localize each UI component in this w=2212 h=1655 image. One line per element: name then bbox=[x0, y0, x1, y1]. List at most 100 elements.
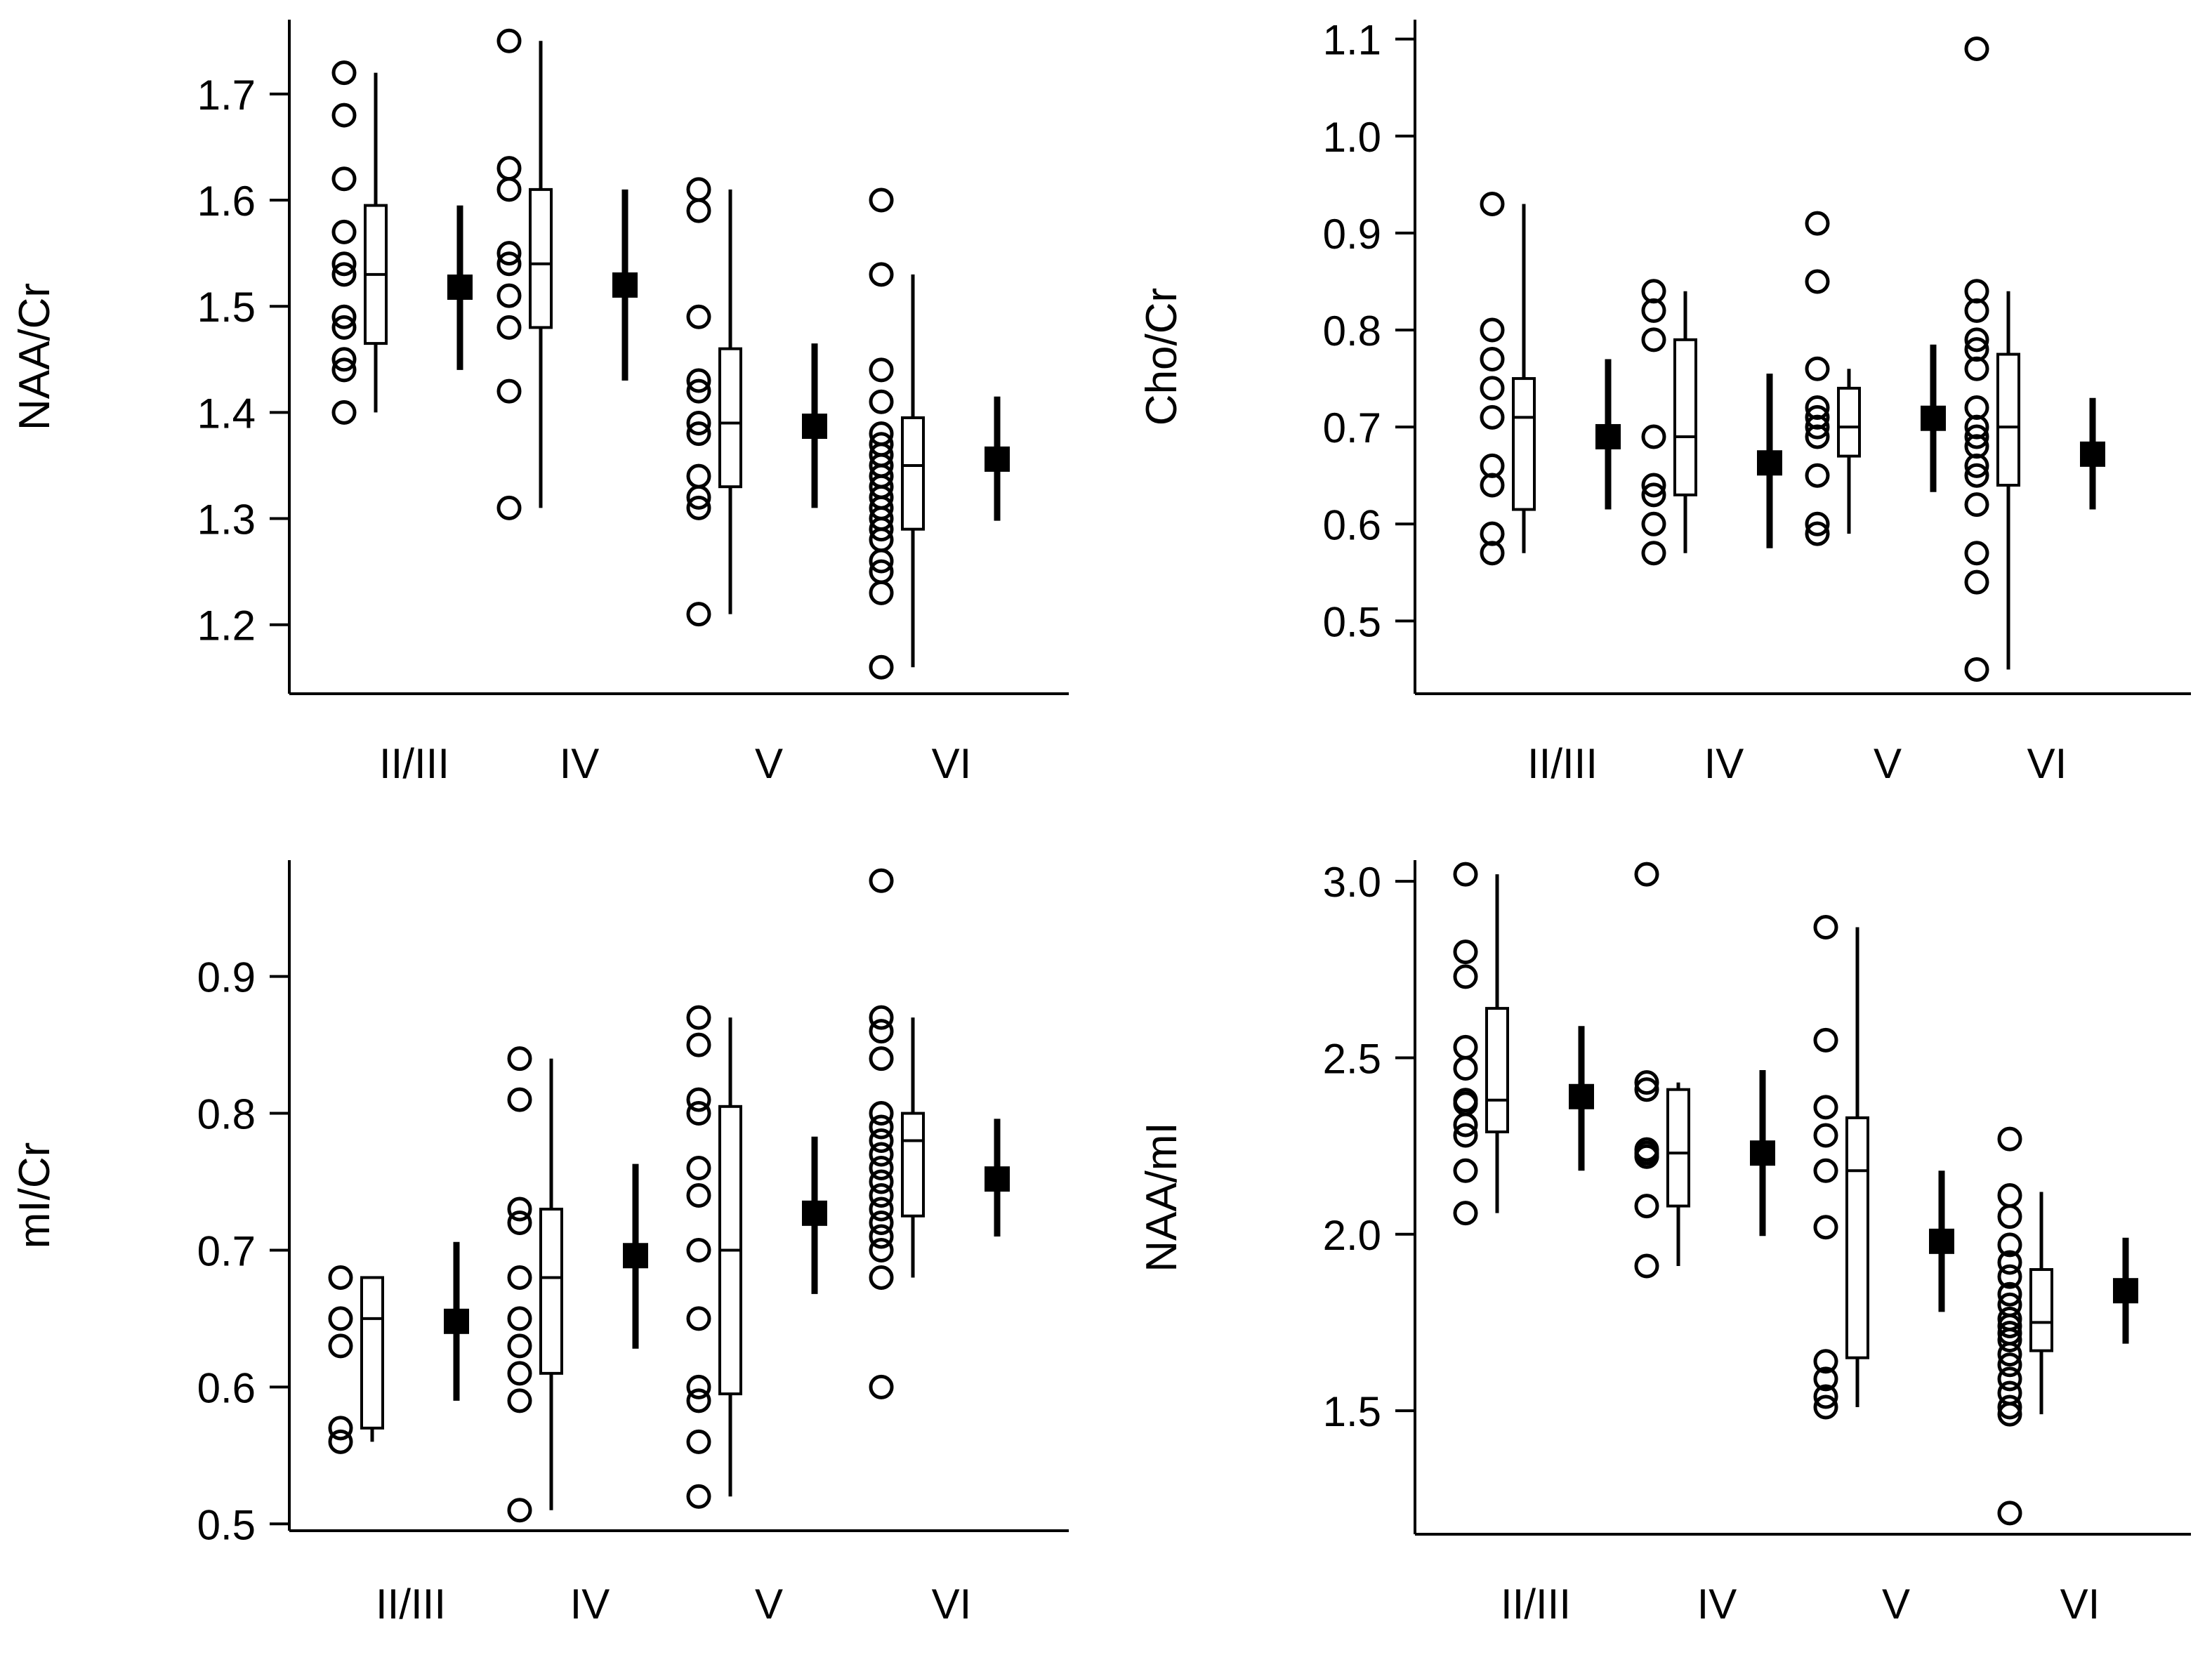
data-point bbox=[1964, 327, 1989, 352]
y-tick-label: 3.0 bbox=[1323, 859, 1381, 906]
data-point bbox=[1997, 1313, 2022, 1338]
data-point bbox=[1634, 1070, 1659, 1095]
data-point bbox=[1641, 424, 1666, 449]
data-point bbox=[1805, 211, 1830, 236]
data-point bbox=[686, 304, 711, 329]
data-point bbox=[1641, 327, 1666, 352]
y-tick-label: 0.7 bbox=[197, 1227, 256, 1274]
data-point bbox=[507, 1361, 532, 1386]
category-label: VI bbox=[2027, 740, 2067, 787]
data-point bbox=[1997, 1342, 2022, 1367]
data-point bbox=[1813, 1027, 1838, 1053]
data-point bbox=[1997, 1402, 2022, 1427]
data-point bbox=[1964, 657, 1989, 682]
data-point bbox=[507, 1210, 532, 1235]
data-point bbox=[686, 368, 711, 393]
y-tick-label: 0.9 bbox=[1323, 211, 1381, 258]
plot-naa-mi: 1.5 2.0 2.5 3.0 NAA/mI II/III IV V VI bbox=[1138, 859, 2191, 1628]
data-point bbox=[869, 1224, 894, 1249]
category-label: II/III bbox=[1527, 740, 1598, 787]
data-point bbox=[869, 1128, 894, 1154]
data-point bbox=[686, 177, 711, 202]
category-label: V bbox=[755, 1581, 783, 1628]
data-point bbox=[869, 1019, 894, 1044]
data-point bbox=[1964, 298, 1989, 323]
box-iqr bbox=[539, 1207, 563, 1375]
data-point bbox=[1997, 1264, 2022, 1289]
data-point bbox=[869, 1265, 894, 1290]
data-point bbox=[869, 1142, 894, 1167]
box-iqr bbox=[1673, 338, 1697, 496]
box-iqr bbox=[1512, 377, 1536, 511]
data-point bbox=[686, 1429, 711, 1454]
data-point bbox=[869, 1183, 894, 1208]
data-point bbox=[331, 262, 357, 287]
data-point bbox=[1964, 36, 1989, 61]
data-point bbox=[496, 241, 522, 266]
data-point bbox=[507, 1388, 532, 1413]
data-point bbox=[1813, 1394, 1838, 1420]
data-point bbox=[496, 283, 522, 308]
data-point bbox=[507, 1333, 532, 1359]
data-point bbox=[869, 517, 894, 542]
data-point bbox=[686, 1484, 711, 1509]
category-label: VI bbox=[932, 740, 972, 787]
category-label: II/III bbox=[1501, 1581, 1571, 1628]
mean-marker bbox=[985, 446, 1010, 472]
data-point bbox=[507, 1196, 532, 1222]
data-point bbox=[1634, 1194, 1659, 1219]
box-iqr bbox=[360, 1276, 384, 1430]
data-point bbox=[686, 602, 711, 627]
data-point bbox=[1480, 191, 1505, 216]
data-point bbox=[686, 1005, 711, 1030]
data-point bbox=[1634, 1144, 1659, 1169]
data-point bbox=[1997, 1232, 2022, 1258]
data-point bbox=[686, 495, 711, 520]
box-iqr bbox=[1666, 1088, 1690, 1208]
y-tick-label: 1.0 bbox=[1323, 114, 1381, 161]
data-point bbox=[869, 1169, 894, 1194]
data-point bbox=[1805, 511, 1830, 536]
y-axis-label: NAA/mI bbox=[1138, 1122, 1186, 1272]
data-point bbox=[869, 580, 894, 605]
y-tick-label: 1.3 bbox=[197, 496, 256, 543]
data-point bbox=[869, 1156, 894, 1181]
data-point bbox=[496, 378, 522, 404]
data-point bbox=[869, 1005, 894, 1030]
mean-marker bbox=[623, 1243, 648, 1269]
data-point bbox=[686, 421, 711, 447]
data-point bbox=[507, 1265, 532, 1290]
data-point bbox=[1805, 414, 1830, 440]
category-label: IV bbox=[560, 740, 600, 787]
data-point bbox=[686, 1374, 711, 1399]
data-point bbox=[1641, 473, 1666, 498]
data-point bbox=[686, 198, 711, 223]
data-point bbox=[1480, 346, 1505, 371]
data-point bbox=[1813, 914, 1838, 939]
data-point bbox=[1453, 1158, 1478, 1183]
mean-marker bbox=[1921, 405, 1946, 431]
y-tick-label: 0.6 bbox=[1323, 501, 1381, 548]
y-tick-label: 1.6 bbox=[197, 178, 256, 225]
y-tick-label: 2.5 bbox=[1323, 1035, 1381, 1082]
data-point bbox=[1453, 1112, 1478, 1138]
mean-marker bbox=[1569, 1083, 1594, 1109]
plot-cho-cr: 0.5 0.6 0.7 0.8 0.9 1.0 1.1 Cho/Cr II/III IV V VI bbox=[1138, 17, 2191, 787]
data-point bbox=[496, 495, 522, 520]
data-point bbox=[1641, 541, 1666, 566]
data-point bbox=[1805, 269, 1830, 294]
box-iqr bbox=[901, 1112, 925, 1218]
data-point bbox=[686, 1087, 711, 1112]
y-tick-label: 0.7 bbox=[1323, 404, 1381, 451]
category-label: V bbox=[1882, 1581, 1910, 1628]
data-point bbox=[496, 28, 522, 53]
y-tick-label: 0.6 bbox=[197, 1364, 256, 1411]
y-tick-label: 0.8 bbox=[1323, 308, 1381, 355]
mean-marker bbox=[802, 1200, 827, 1226]
data-point bbox=[1641, 482, 1666, 508]
data-point bbox=[869, 1101, 894, 1126]
data-point bbox=[496, 315, 522, 340]
data-point bbox=[1997, 1394, 2022, 1420]
data-point bbox=[1997, 1126, 2022, 1152]
